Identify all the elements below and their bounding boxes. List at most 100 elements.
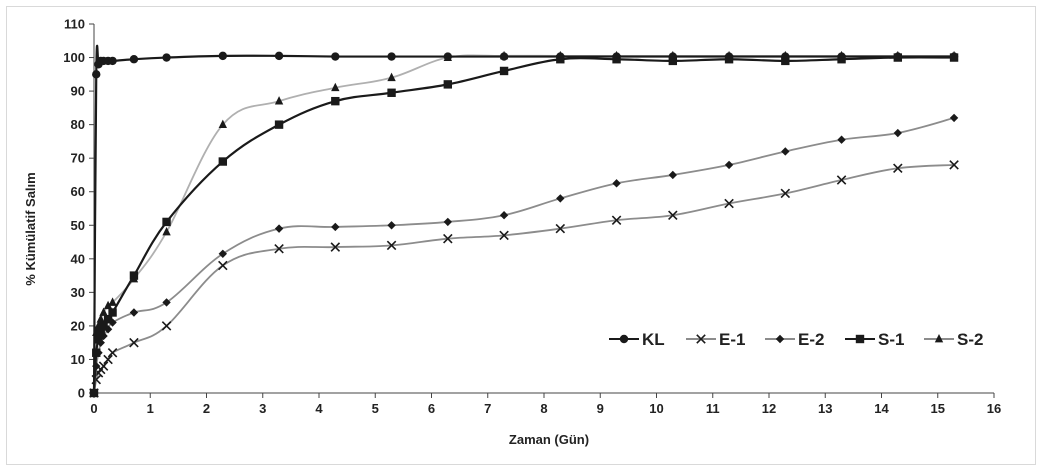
data-point-kl: [89, 388, 99, 398]
data-point-e-1: [893, 163, 903, 174]
data-point-s-1: [129, 271, 139, 280]
x-marker-stroke: [161, 321, 172, 331]
data-point-kl: [443, 52, 453, 61]
y-tick-label: 40: [71, 251, 85, 266]
data-point-kl: [92, 70, 101, 79]
x-marker-stroke: [330, 242, 341, 252]
release-line-chart: 0 1 2 3 4 5 6 7 8 9 10 11 12 13 14 15 160102030405060708…: [23, 17, 1001, 448]
data-point-kl: [724, 52, 734, 61]
data-point-s-1: [443, 80, 453, 89]
data-point-e-2: [612, 179, 621, 188]
data-point-e-2: [949, 113, 959, 123]
x-tick-label: 13: [818, 401, 832, 416]
data-point-e-1: [107, 347, 118, 358]
data-point-e-1: [611, 215, 622, 226]
x-marker-stroke: [668, 210, 678, 220]
data-point-kl: [612, 52, 621, 61]
legend-marker-e-1: [696, 334, 706, 344]
data-point-e-1: [98, 361, 109, 371]
series-line-kl: [92, 44, 955, 394]
series-line-e-1: [93, 163, 955, 394]
y-tick-label: 10: [71, 352, 85, 367]
data-point-e-1: [443, 233, 453, 244]
data-point-e-1: [836, 175, 847, 185]
x-marker-stroke: [218, 260, 228, 271]
legend-item-kl: KL: [609, 330, 665, 349]
x-tick-label: 4: [315, 401, 323, 416]
data-point-s-2: [218, 119, 228, 129]
series-layer: [89, 44, 959, 398]
data-point-kl: [331, 52, 340, 61]
data-point-e-1: [129, 337, 139, 348]
data-point-e-1: [949, 160, 959, 170]
data-point-e-1: [780, 188, 791, 199]
x-marker-stroke: [611, 215, 622, 226]
x-tick-label: 12: [762, 401, 776, 416]
x-marker-stroke: [443, 233, 453, 244]
legend-label-s-1: S-1: [878, 330, 904, 349]
y-tick-label: 60: [71, 184, 85, 199]
series-e-2: [89, 113, 959, 398]
data-point-e-2: [556, 194, 565, 203]
data-point-kl: [893, 52, 903, 61]
x-marker-stroke: [274, 243, 284, 254]
y-tick-label: 100: [63, 50, 85, 65]
data-point-s-2: [99, 307, 108, 316]
series-line-s-2: [93, 54, 955, 394]
y-tick-label: 0: [78, 386, 85, 401]
x-tick-label: 1: [147, 401, 154, 416]
data-point-e-2: [499, 211, 509, 220]
series-line-s-1: [92, 56, 955, 394]
y-tick-label: 20: [71, 318, 85, 333]
series-s-1: [89, 53, 959, 398]
data-point-s-2: [331, 82, 340, 92]
x-marker-stroke: [696, 334, 706, 344]
series-e-1: [89, 160, 959, 398]
legend-item-e-2: E-2: [765, 330, 824, 349]
data-point-s-1: [218, 157, 228, 166]
x-marker-stroke: [780, 188, 791, 199]
x-tick-label: 6: [428, 401, 435, 416]
data-point-e-2: [724, 160, 734, 170]
x-tick-label: 7: [484, 401, 491, 416]
data-point-e-1: [218, 260, 228, 271]
data-point-kl: [274, 51, 284, 61]
data-point-kl: [949, 52, 959, 61]
y-tick-label: 110: [64, 17, 85, 32]
data-point-s-2: [108, 297, 117, 306]
legend-marker-e-2: [775, 334, 785, 344]
x-tick-label: 10: [649, 401, 663, 416]
y-tick-label: 30: [71, 285, 85, 300]
y-axis-title: % Kümülatif Salım: [23, 172, 38, 285]
data-point-e-2: [668, 170, 678, 180]
data-point-s-1: [108, 308, 117, 317]
data-point-e-1: [386, 240, 397, 251]
x-marker-stroke: [98, 361, 109, 371]
x-tick-label: 11: [706, 401, 720, 416]
x-marker-stroke: [107, 347, 118, 358]
data-point-kl: [129, 55, 139, 64]
x-tick-label: 9: [597, 401, 604, 416]
data-point-s-2: [274, 96, 284, 105]
x-marker-stroke: [386, 240, 397, 251]
data-point-e-2: [162, 298, 171, 307]
data-point-e-1: [330, 242, 341, 252]
data-point-s-2: [103, 300, 113, 310]
data-point-s-1: [96, 328, 105, 337]
x-tick-label: 0: [90, 401, 97, 416]
y-tick-label: 80: [71, 117, 85, 132]
series-kl: [89, 44, 959, 398]
data-point-e-2: [837, 135, 846, 144]
data-point-e-2: [781, 147, 790, 156]
y-tick-label: 90: [71, 84, 85, 99]
chart-frame: 0 1 2 3 4 5 6 7 8 9 10 11 12 13 14 15 16 0 10 20 30 40 50 60 70 8…: [6, 6, 1036, 465]
axes: 0 1 2 3 4 5 6 7 8 9 10 11 12 13 14 15 160102030405060708…: [63, 17, 1001, 417]
data-point-e-2: [331, 222, 340, 232]
data-point-e-2: [387, 221, 396, 230]
legend-item-e-1: E-1: [686, 330, 745, 349]
series-s-2: [89, 50, 959, 397]
data-point-e-2: [129, 308, 139, 317]
data-point-e-1: [499, 230, 509, 241]
data-point-s-1: [274, 120, 284, 129]
x-marker-stroke: [555, 223, 566, 234]
